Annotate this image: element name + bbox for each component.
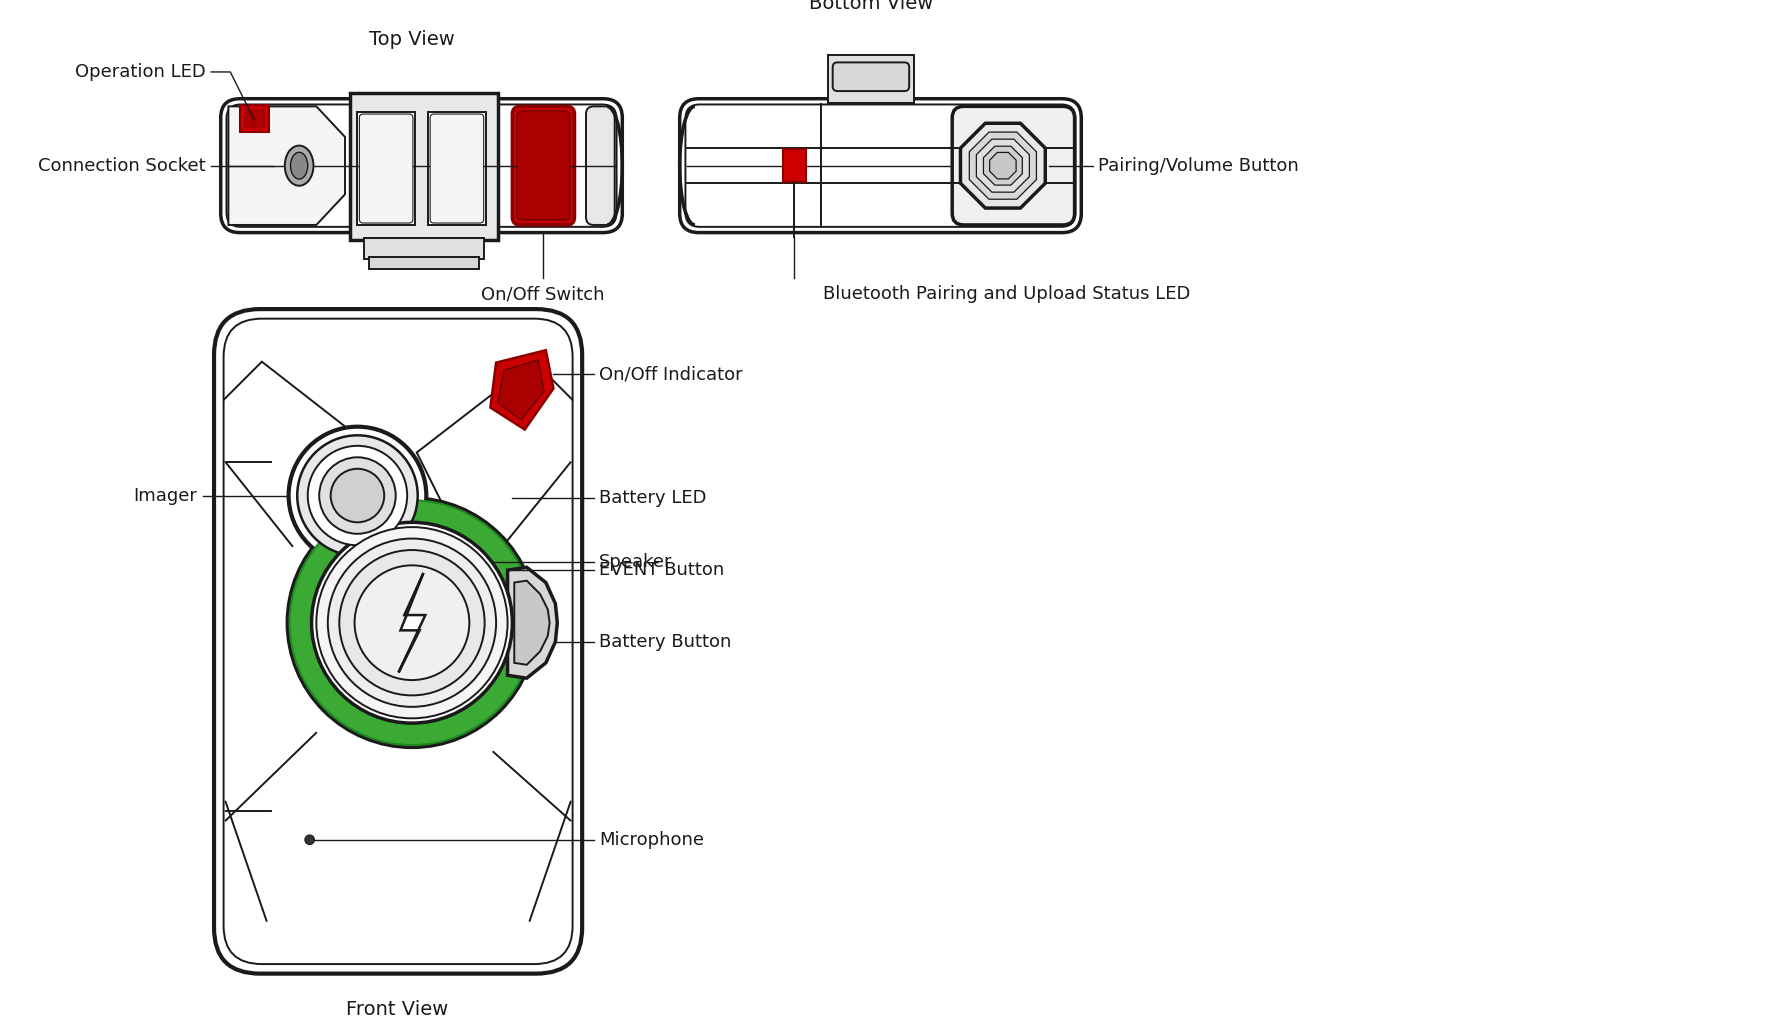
Bar bbox=[357, 112, 415, 225]
Polygon shape bbox=[498, 360, 544, 420]
Bar bbox=[240, 105, 269, 132]
Bar bbox=[428, 112, 486, 225]
Circle shape bbox=[307, 445, 406, 545]
FancyBboxPatch shape bbox=[680, 99, 1081, 233]
Text: Imager: Imager bbox=[133, 487, 196, 504]
Text: EVENT Button: EVENT Button bbox=[599, 561, 724, 579]
Bar bbox=[369, 258, 479, 269]
Text: On/Off Switch: On/Off Switch bbox=[481, 286, 604, 303]
Circle shape bbox=[290, 500, 534, 745]
FancyBboxPatch shape bbox=[214, 309, 581, 973]
Bar bbox=[783, 149, 806, 181]
Polygon shape bbox=[507, 567, 557, 678]
Text: Speaker: Speaker bbox=[599, 554, 673, 571]
Text: Battery LED: Battery LED bbox=[599, 490, 707, 507]
Polygon shape bbox=[514, 580, 550, 665]
Circle shape bbox=[482, 558, 491, 567]
Ellipse shape bbox=[284, 145, 313, 186]
Text: Pairing/Volume Button: Pairing/Volume Button bbox=[1099, 157, 1299, 174]
FancyBboxPatch shape bbox=[518, 111, 569, 221]
FancyBboxPatch shape bbox=[587, 106, 615, 225]
FancyBboxPatch shape bbox=[512, 106, 574, 225]
Bar bbox=[829, 55, 914, 102]
Polygon shape bbox=[970, 132, 1037, 199]
Text: Top View: Top View bbox=[369, 30, 454, 49]
Circle shape bbox=[288, 427, 426, 564]
Text: Microphone: Microphone bbox=[599, 831, 705, 849]
Circle shape bbox=[320, 458, 396, 534]
Text: On/Off Indicator: On/Off Indicator bbox=[599, 365, 742, 384]
FancyBboxPatch shape bbox=[832, 63, 910, 91]
Ellipse shape bbox=[290, 153, 307, 179]
Polygon shape bbox=[399, 573, 426, 672]
Circle shape bbox=[311, 523, 512, 723]
FancyBboxPatch shape bbox=[221, 99, 622, 233]
Circle shape bbox=[316, 527, 507, 719]
Text: Bottom View: Bottom View bbox=[809, 0, 933, 12]
Circle shape bbox=[330, 469, 383, 523]
Bar bbox=[364, 238, 484, 260]
FancyBboxPatch shape bbox=[359, 114, 413, 223]
Text: Connection Socket: Connection Socket bbox=[37, 157, 205, 174]
FancyBboxPatch shape bbox=[952, 106, 1074, 225]
Polygon shape bbox=[491, 351, 553, 430]
Circle shape bbox=[306, 835, 315, 844]
Polygon shape bbox=[984, 146, 1023, 186]
Circle shape bbox=[339, 551, 484, 695]
Text: Operation LED: Operation LED bbox=[74, 63, 205, 81]
Polygon shape bbox=[961, 124, 1046, 208]
Polygon shape bbox=[990, 153, 1016, 179]
Text: Front View: Front View bbox=[346, 1000, 449, 1020]
Polygon shape bbox=[228, 106, 345, 225]
Polygon shape bbox=[977, 139, 1030, 192]
Text: Battery Button: Battery Button bbox=[599, 633, 732, 651]
Circle shape bbox=[329, 538, 497, 707]
FancyBboxPatch shape bbox=[429, 114, 484, 223]
Bar bbox=[350, 93, 498, 240]
Circle shape bbox=[355, 565, 470, 680]
Circle shape bbox=[297, 435, 417, 556]
Text: Bluetooth Pairing and Upload Status LED: Bluetooth Pairing and Upload Status LED bbox=[823, 286, 1191, 303]
Circle shape bbox=[288, 498, 535, 747]
Bar bbox=[244, 109, 265, 129]
